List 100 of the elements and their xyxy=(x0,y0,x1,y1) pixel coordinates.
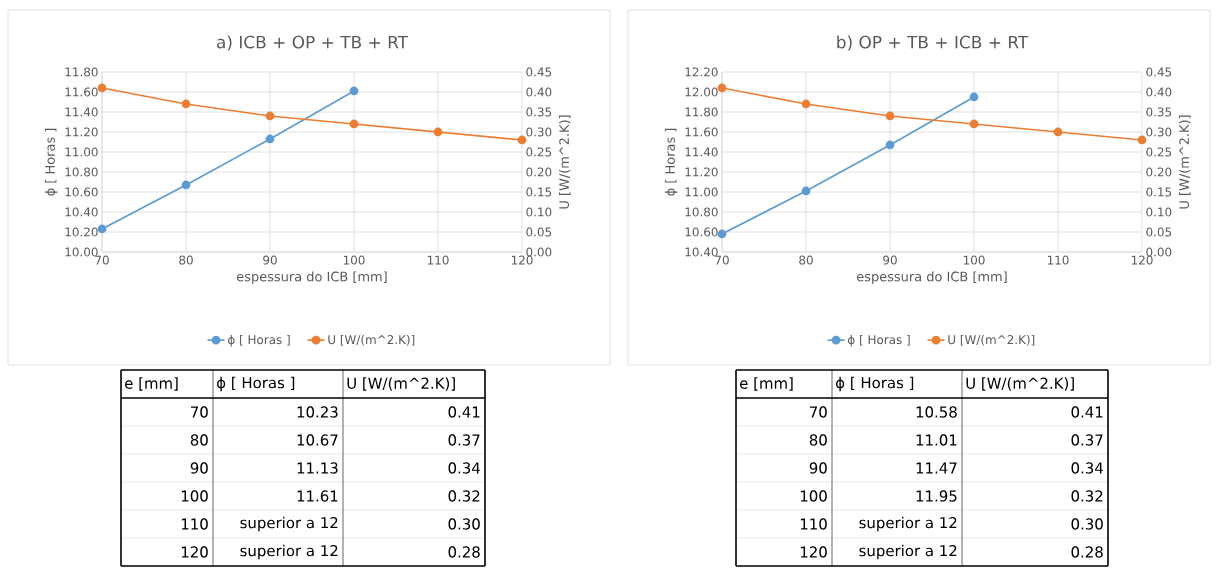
legend-label: U [W/(m^2.K)] xyxy=(948,334,1035,346)
y-tick-label: 12.00 xyxy=(685,87,718,97)
point xyxy=(1053,127,1063,137)
text: 0.34 xyxy=(448,462,480,474)
text: 11.13 xyxy=(297,462,338,474)
y-axis-title: ϕ [ Horas ] xyxy=(44,128,58,196)
text: 0.32 xyxy=(448,490,480,502)
text: 11.01 xyxy=(916,434,957,446)
x-tick-label: 70 xyxy=(715,255,729,265)
y-tick-label: 11.60 xyxy=(65,87,98,97)
y-tick-label: 11.20 xyxy=(685,167,718,177)
text: 0.34 xyxy=(1071,462,1103,474)
y2-tick-label: 0.45 xyxy=(526,67,552,77)
text: 110 xyxy=(800,518,827,530)
y-tick-label: 11.40 xyxy=(65,107,98,117)
x-axis-title: espessura do ICB [mm] xyxy=(237,271,387,284)
point xyxy=(349,86,359,96)
y-tick-label: 10.60 xyxy=(65,187,98,197)
text: 0.28 xyxy=(1071,546,1103,558)
x-tick-label: 100 xyxy=(343,255,365,265)
y-tick-label: 11.60 xyxy=(685,127,718,137)
y2-tick-label: 0.25 xyxy=(1146,147,1172,157)
legend-label: ϕ [ Horas ] xyxy=(848,334,910,347)
text: superior a 12 xyxy=(240,516,338,532)
y2-tick-label: 0.40 xyxy=(526,87,552,97)
legend-label: ϕ [ Horas ] xyxy=(227,334,290,347)
text: U [W/(m^2.K)] xyxy=(966,377,1074,391)
point xyxy=(717,229,727,239)
y2-tick-label: 0.25 xyxy=(526,147,552,157)
y-tick-label: 11.40 xyxy=(685,147,718,157)
x-tick-label: 90 xyxy=(883,255,897,265)
text: 0.37 xyxy=(448,434,480,446)
y2-tick-label: 0.00 xyxy=(1146,247,1172,257)
text: 0.37 xyxy=(1071,434,1103,446)
y2-tick-label: 0.35 xyxy=(1146,107,1172,117)
y2-tick-label: 0.05 xyxy=(1146,227,1172,237)
y2-tick-label: 0.35 xyxy=(526,107,552,117)
chart-title: b) OP + TB + ICB + RT xyxy=(837,35,1029,51)
text: 110 xyxy=(181,518,208,530)
y2-tick-label: 0.15 xyxy=(526,187,552,197)
text: 100 xyxy=(800,490,827,502)
point xyxy=(97,224,107,234)
y2-tick-label: 0.10 xyxy=(1146,207,1172,217)
y2-tick-label: 0.20 xyxy=(1146,167,1172,177)
text: 0.30 xyxy=(448,518,480,530)
text: 120 xyxy=(181,546,208,558)
y2-tick-label: 0.15 xyxy=(1146,187,1172,197)
point xyxy=(1137,135,1147,145)
point xyxy=(97,83,107,93)
y2-tick-label: 0.30 xyxy=(1146,127,1172,137)
point xyxy=(517,135,527,145)
point xyxy=(885,140,895,150)
y-tick-label: 11.20 xyxy=(65,127,98,137)
text: 10.58 xyxy=(916,406,957,418)
y2-tick-label: 0.10 xyxy=(526,207,552,217)
y-tick-label: 11.80 xyxy=(65,67,98,77)
text: 11.95 xyxy=(916,490,957,502)
y2-tick-label: 0.20 xyxy=(526,167,552,177)
text: 70 xyxy=(191,406,208,418)
y-tick-label: 11.00 xyxy=(685,187,718,197)
point xyxy=(717,83,727,93)
point xyxy=(265,111,275,121)
y-tick-label: 10.40 xyxy=(685,247,718,257)
x-tick-label: 80 xyxy=(799,255,813,265)
text: 80 xyxy=(809,434,827,446)
y-tick-label: 10.80 xyxy=(685,207,718,217)
text: 0.41 xyxy=(1071,406,1103,418)
point xyxy=(433,127,443,137)
point xyxy=(969,92,979,102)
y-axis-title: ϕ [ Horas ] xyxy=(664,128,678,196)
text: ϕ [ Horas ] xyxy=(836,376,914,392)
point xyxy=(801,99,811,109)
y-tick-label: 10.80 xyxy=(65,167,98,177)
point xyxy=(181,180,191,190)
text: 100 xyxy=(181,490,208,502)
text: 90 xyxy=(190,462,208,474)
text: 90 xyxy=(809,462,827,474)
point xyxy=(349,119,359,129)
x-axis-title: espessura do ICB [mm] xyxy=(857,271,1007,284)
x-tick-label: 100 xyxy=(963,255,985,265)
y-tick-label: 10.20 xyxy=(65,227,98,237)
text: U [W/(m^2.K)] xyxy=(347,377,455,391)
text: 11.61 xyxy=(297,490,338,502)
y-tick-label: 10.00 xyxy=(65,247,98,257)
text: 10.67 xyxy=(297,434,338,446)
point xyxy=(885,111,895,121)
y-tick-label: 12.20 xyxy=(685,67,718,77)
x-tick-label: 120 xyxy=(511,255,533,265)
y-tick-label: 11.00 xyxy=(65,147,98,157)
text: 70 xyxy=(810,406,827,418)
y2-tick-label: 0.45 xyxy=(1146,67,1172,77)
y-tick-label: 11.80 xyxy=(685,107,718,117)
y2-axis-title: U [W/(m^2.K)] xyxy=(558,115,571,209)
point xyxy=(181,99,191,109)
text: 0.28 xyxy=(448,546,480,558)
text: 120 xyxy=(800,546,827,558)
text: superior a 12 xyxy=(859,544,957,560)
text: superior a 12 xyxy=(240,544,338,560)
chart-title: a) ICB + OP + TB + RT xyxy=(216,35,409,51)
text: 0.30 xyxy=(1071,518,1103,530)
